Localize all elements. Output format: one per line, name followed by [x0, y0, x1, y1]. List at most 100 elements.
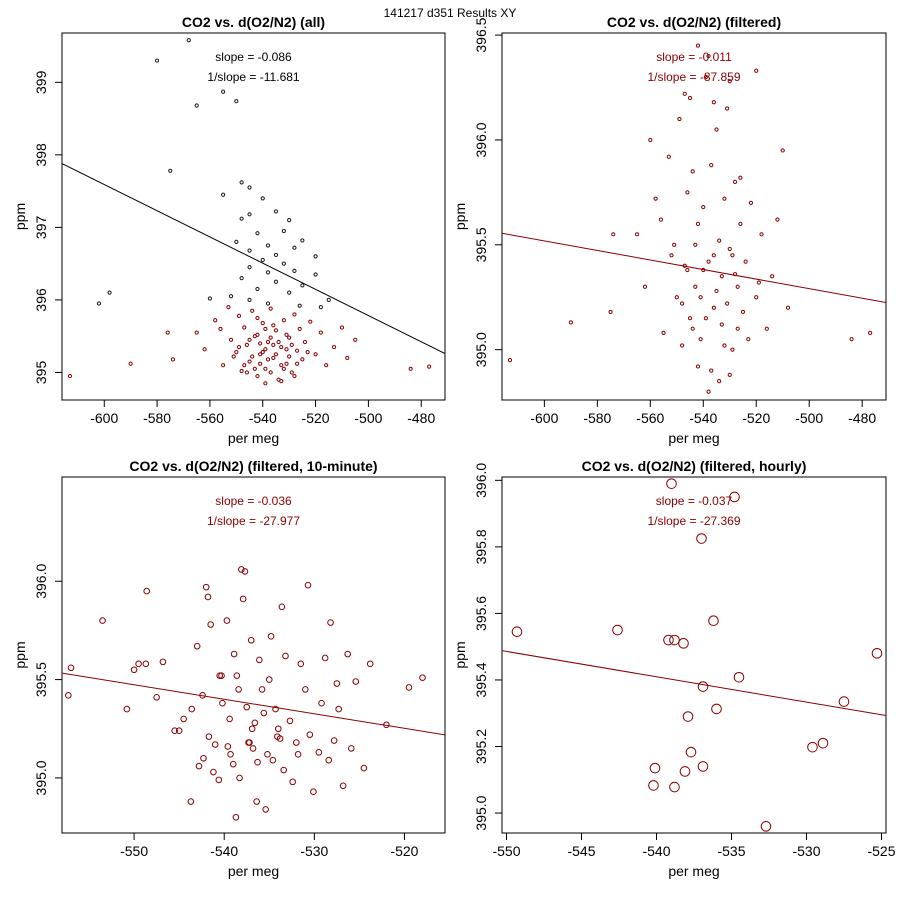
data-point — [318, 330, 323, 335]
data-point — [756, 280, 761, 285]
y-tick-label: 396.0 — [33, 564, 49, 599]
data-point — [754, 68, 759, 73]
data-point — [732, 179, 738, 184]
data-point — [255, 286, 260, 292]
data-point — [719, 322, 724, 327]
data-point — [868, 330, 873, 335]
data-point — [272, 705, 279, 713]
data-point — [339, 325, 345, 330]
data-point — [243, 703, 251, 711]
data-point — [253, 798, 260, 805]
data-point — [223, 617, 231, 624]
inverse-slope-label: 1/slope = -27.977 — [207, 514, 300, 528]
data-point — [427, 364, 432, 369]
data-point — [754, 295, 759, 300]
data-point — [244, 342, 249, 347]
data-point — [273, 279, 279, 284]
chart-title: CO2 vs. d(O2/N2) (all) — [182, 14, 325, 30]
data-point — [649, 762, 661, 774]
x-tick-label: -600 — [530, 410, 558, 426]
y-tick-label: 399 — [33, 70, 49, 94]
x-axis-label: per meg — [228, 863, 279, 879]
chart-title: CO2 vs. d(O2/N2) (filtered) — [607, 14, 781, 30]
data-point — [135, 660, 142, 668]
data-point — [218, 672, 225, 679]
data-point — [247, 248, 252, 253]
data-point — [168, 168, 173, 173]
y-tick-label: 395.2 — [473, 729, 489, 764]
data-point — [300, 283, 305, 288]
data-point — [239, 180, 244, 185]
data-point — [658, 217, 663, 222]
data-point — [247, 212, 252, 217]
data-point — [321, 654, 329, 662]
data-point — [708, 615, 719, 627]
data-point — [714, 288, 719, 294]
x-tick-label: -530 — [792, 843, 820, 859]
data-point — [310, 788, 317, 795]
data-point — [250, 354, 255, 359]
data-point — [313, 254, 318, 259]
data-point — [770, 274, 775, 279]
data-point — [871, 648, 883, 659]
y-tick-label: 395.0 — [33, 760, 49, 795]
data-point — [258, 341, 263, 346]
data-point — [228, 294, 234, 299]
regression-line — [62, 163, 445, 355]
data-point — [775, 217, 780, 222]
data-point — [269, 756, 277, 764]
data-point — [292, 312, 297, 317]
data-point — [669, 253, 674, 258]
figure-title: 141217 d351 Results XY — [384, 6, 517, 20]
data-point — [254, 758, 261, 766]
data-point — [213, 318, 218, 323]
data-point — [260, 709, 268, 717]
plot-area — [62, 38, 445, 386]
data-point — [271, 342, 276, 347]
data-point — [187, 798, 195, 805]
data-point — [711, 100, 716, 105]
slope-label: slope = -0.036 — [215, 494, 292, 508]
data-point — [730, 253, 735, 258]
data-point — [709, 368, 714, 373]
data-point — [234, 99, 239, 104]
data-point — [211, 741, 219, 748]
data-point — [292, 245, 297, 250]
data-point — [730, 347, 735, 352]
data-point — [221, 192, 226, 197]
data-point — [236, 344, 242, 350]
data-point — [260, 257, 265, 263]
data-point — [717, 379, 722, 384]
data-point — [838, 696, 850, 707]
data-point — [267, 633, 275, 640]
data-point — [608, 309, 613, 315]
data-point — [648, 780, 659, 791]
slope-label: slope = -0.086 — [215, 50, 292, 64]
data-point — [234, 350, 239, 355]
data-point — [669, 634, 680, 646]
data-point — [714, 127, 719, 132]
data-point — [142, 660, 150, 668]
data-point — [289, 370, 294, 375]
data-point — [697, 681, 709, 692]
data-point — [642, 284, 648, 289]
data-point — [273, 352, 279, 357]
x-tick-label: -560 — [636, 410, 664, 426]
data-point — [282, 652, 289, 660]
y-axis-label: ppm — [12, 641, 28, 668]
data-point — [743, 259, 748, 264]
plot-frame — [501, 32, 887, 401]
data-point — [265, 270, 271, 275]
data-point — [729, 491, 740, 503]
data-point — [697, 761, 709, 772]
data-point — [260, 350, 265, 355]
data-point — [268, 306, 273, 311]
data-point — [128, 361, 133, 366]
x-tick-label: -500 — [354, 410, 382, 426]
data-point — [722, 196, 727, 201]
data-point — [335, 705, 342, 713]
data-point — [325, 756, 333, 764]
data-point — [701, 204, 706, 210]
data-point — [276, 735, 284, 742]
data-point — [727, 372, 732, 377]
